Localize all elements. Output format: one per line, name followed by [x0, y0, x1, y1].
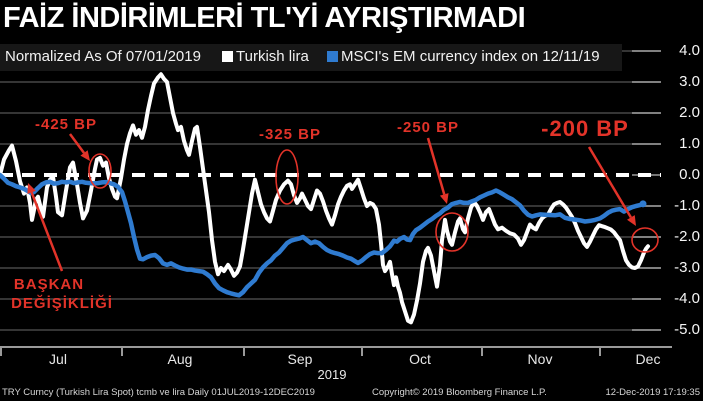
x-axis-label-aug: Aug [167, 351, 193, 367]
annotation-arrowhead [80, 150, 90, 161]
annotation-arrow-line [68, 133, 86, 154]
footer-security-info: TRY Curncy (Turkish Lira Spot) tcmb ve l… [2, 387, 315, 398]
annotation-arrowhead [439, 193, 449, 204]
annotation-ellipse [631, 227, 659, 253]
annotation-ellipse [88, 153, 112, 189]
y-axis-label: -2.0 [674, 228, 700, 245]
annotation-arrowhead [27, 183, 36, 194]
x-axis-label-oct: Oct [409, 351, 431, 367]
footer-timestamp: 12-Dec-2019 17:19:35 [605, 387, 700, 398]
annotation-ellipse [275, 149, 299, 205]
x-axis-label-jul: Jul [49, 351, 67, 367]
annotation-arrow-line [30, 191, 64, 272]
chart-title: FAİZ İNDİRİMLERİ TL'Yİ AYRIŞTIRMADI [3, 2, 526, 34]
annotation-ellipse [435, 212, 469, 252]
annotation-text: BAŞKAN [13, 276, 85, 293]
series-end-dot [639, 200, 647, 208]
y-axis-label: 1.0 [679, 135, 700, 152]
annotation-arrow-line [426, 137, 446, 195]
annotation-text: -425 BP [34, 116, 98, 133]
legend-item-msci-em-index: MSCI's EM currency index on 12/11/19 [341, 48, 600, 65]
annotation-text: -250 BP [396, 119, 460, 136]
annotation-arrow-line [587, 146, 632, 219]
y-axis-label: -1.0 [674, 197, 700, 214]
annotation-text: -325 BP [258, 126, 322, 143]
x-axis-label-dec: Dec [635, 351, 661, 367]
y-axis-label: -3.0 [674, 259, 700, 276]
y-axis-label: 4.0 [679, 42, 700, 59]
annotation-arrowhead [627, 215, 636, 226]
x-axis-year-label: 2019 [317, 367, 347, 382]
y-axis-label: -4.0 [674, 290, 700, 307]
footer-copyright: Copyright© 2019 Bloomberg Finance L.P. [372, 387, 547, 398]
legend-item-turkish-lira: Turkish lira [236, 48, 309, 65]
legend [0, 44, 622, 71]
legend-normalized-label: Normalized As Of 07/01/2019 [5, 48, 201, 65]
series-line-0 [0, 72, 650, 325]
x-axis-label-nov: Nov [527, 351, 553, 367]
series-line-1 [0, 172, 646, 298]
y-axis-label: 3.0 [679, 73, 700, 90]
y-axis-label: 0.0 [679, 166, 700, 183]
y-axis-label: -5.0 [674, 321, 700, 338]
annotation-text: -200 BP [541, 116, 629, 141]
y-axis-label: 2.0 [679, 104, 700, 121]
x-axis-label-sep: Sep [287, 351, 313, 367]
msci-em-swatch-icon [327, 51, 338, 62]
turkish-lira-swatch-icon [222, 51, 233, 62]
annotation-text: DEĞİŞİKLİĞİ [11, 295, 113, 312]
